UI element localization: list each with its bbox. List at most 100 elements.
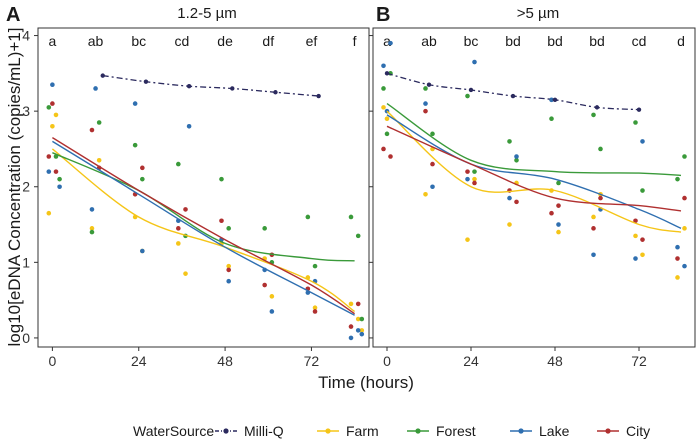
- panel-b-point-lake: [640, 139, 645, 144]
- panel-b-point-lake: [430, 184, 435, 190]
- panel-b-point-farm: [682, 226, 687, 231]
- panel-a-point-city: [46, 154, 52, 159]
- panel-a-point-forest: [96, 120, 102, 125]
- panel-a-milliq-point: [186, 84, 192, 89]
- panel-a-point-forest: [348, 214, 354, 220]
- panel-b-point-city: [388, 154, 393, 159]
- panel-a-point-city: [226, 267, 231, 273]
- panel-a-point-farm: [312, 305, 318, 310]
- panel-b-point-city: [556, 203, 561, 208]
- y-tick-label: 1: [22, 254, 30, 270]
- panel-b-x-tick-label: 72: [631, 353, 647, 369]
- panel-b-line-lake: [386, 114, 682, 229]
- panel-a-point-farm: [355, 316, 361, 322]
- panel-b-point-city: [640, 237, 645, 242]
- panel-a-point-forest: [359, 316, 365, 322]
- panel-a-line-milli-q: [102, 74, 319, 97]
- panel-b-milliq-point: [636, 107, 642, 112]
- panel-b-significance-label: bd: [505, 33, 521, 49]
- panel-b-point-lake: [514, 154, 519, 159]
- panel-b-letter: B: [376, 4, 390, 26]
- panel-b-point-city: [430, 161, 435, 167]
- panel-a-x-tick-label: 48: [217, 353, 233, 369]
- panel-a-point-farm: [50, 123, 55, 129]
- panel-b-significance-label: bd: [547, 33, 563, 49]
- legend-title: WaterSource: [133, 423, 214, 439]
- panel-b-significance-label: cd: [632, 33, 647, 49]
- panel-b-point-lake: [507, 195, 512, 201]
- panel-b-point-forest: [556, 180, 561, 186]
- panel-b-point-lake: [381, 63, 386, 69]
- panel-b-plot: 0 24 48 72 a ab bc bd bd bd cd d: [369, 33, 687, 369]
- panel-a-point-lake: [359, 331, 365, 337]
- panel-b-point-city: [514, 199, 519, 205]
- panel-a-point-forest: [57, 176, 62, 182]
- panel-a-x-tick-label: 72: [304, 353, 320, 369]
- panel-a-point-lake: [46, 169, 52, 174]
- legend-marker-forest: [415, 428, 421, 434]
- panel-a-point-city: [50, 101, 55, 106]
- panel-a-point-farm: [53, 112, 59, 118]
- legend: WaterSource Milli-Q Farm Forest Lake City: [133, 423, 650, 439]
- panel-a-point-forest: [46, 105, 52, 110]
- panel-a-point-city: [176, 226, 181, 231]
- panel-a-point-lake: [50, 82, 55, 87]
- panel-b-point-city: [682, 195, 687, 201]
- panel-b-significance-label: bc: [464, 33, 479, 49]
- panel-a-line-lake: [52, 140, 355, 316]
- panel-b-point-farm: [591, 214, 596, 220]
- panel-a-point-farm: [226, 263, 231, 269]
- panel-a-significance-label: de: [217, 33, 233, 49]
- y-tick-label: 0: [22, 330, 30, 346]
- y-tick-label: 4: [22, 28, 30, 44]
- panel-a-plot: 0 1 2 3 4 0 24 48 72 a ab bc cd de df ef f: [22, 28, 365, 369]
- panel-a-x-tick-label: 0: [48, 353, 56, 369]
- panel-a-point-lake: [269, 309, 275, 314]
- panel-b-significance-label: d: [677, 33, 685, 49]
- legend-marker-milli-q: [223, 428, 229, 434]
- panel-b-point-forest: [591, 112, 596, 118]
- panel-b-point-city: [633, 218, 638, 224]
- panel-b-x-tick-label: 0: [383, 353, 391, 369]
- legend-marker-farm: [325, 428, 331, 434]
- panel-b-point-city: [423, 108, 428, 114]
- panel-b-x-tick-label: 24: [463, 353, 479, 369]
- panel-b-point-forest: [430, 131, 435, 137]
- panel-a-point-lake: [186, 123, 192, 129]
- panel-b-significance-label: a: [383, 33, 391, 49]
- panel-a-point-forest: [132, 142, 138, 148]
- panel-a-significance-label: df: [262, 33, 274, 49]
- panel-b-milliq-point: [510, 93, 516, 99]
- panel-a-point-city: [219, 218, 224, 224]
- panel-b-line-farm: [386, 110, 682, 233]
- panel-b-milliq-point: [426, 82, 432, 87]
- panel-a-significance-label: bc: [131, 33, 146, 49]
- panel-a-milliq-point: [100, 73, 105, 78]
- y-tick-label: 2: [22, 179, 30, 195]
- panel-b-point-forest: [682, 154, 687, 159]
- panel-b-point-city: [591, 226, 596, 231]
- panel-b-point-farm: [384, 116, 390, 122]
- panel-b-point-farm: [381, 105, 386, 110]
- panel-a-milliq-point: [316, 93, 321, 99]
- panel-b-point-lake: [675, 244, 680, 250]
- panel-b-point-city: [598, 195, 603, 201]
- panel-b-frame: [372, 27, 696, 348]
- panel-b-point-forest: [472, 169, 477, 174]
- panel-b-point-city: [675, 256, 680, 261]
- panel-b-x-tick-label: 48: [547, 353, 563, 369]
- panel-a-significance-label: ab: [88, 33, 104, 49]
- legend-label-farm: Farm: [346, 423, 379, 439]
- panel-b-point-forest: [598, 146, 603, 152]
- panel-b-point-lake: [549, 97, 554, 103]
- panel-a-point-farm: [89, 226, 95, 231]
- y-tick-label: 3: [22, 103, 30, 119]
- panel-a-point-lake: [355, 328, 361, 333]
- y-axis-title: log10[eDNA Concentration (copies/mL)+1]: [5, 28, 24, 347]
- panel-b-significance-label: bd: [589, 33, 605, 49]
- legend-marker-city: [605, 428, 611, 434]
- panel-b-point-farm: [423, 192, 428, 197]
- panel-a-point-farm: [96, 157, 102, 163]
